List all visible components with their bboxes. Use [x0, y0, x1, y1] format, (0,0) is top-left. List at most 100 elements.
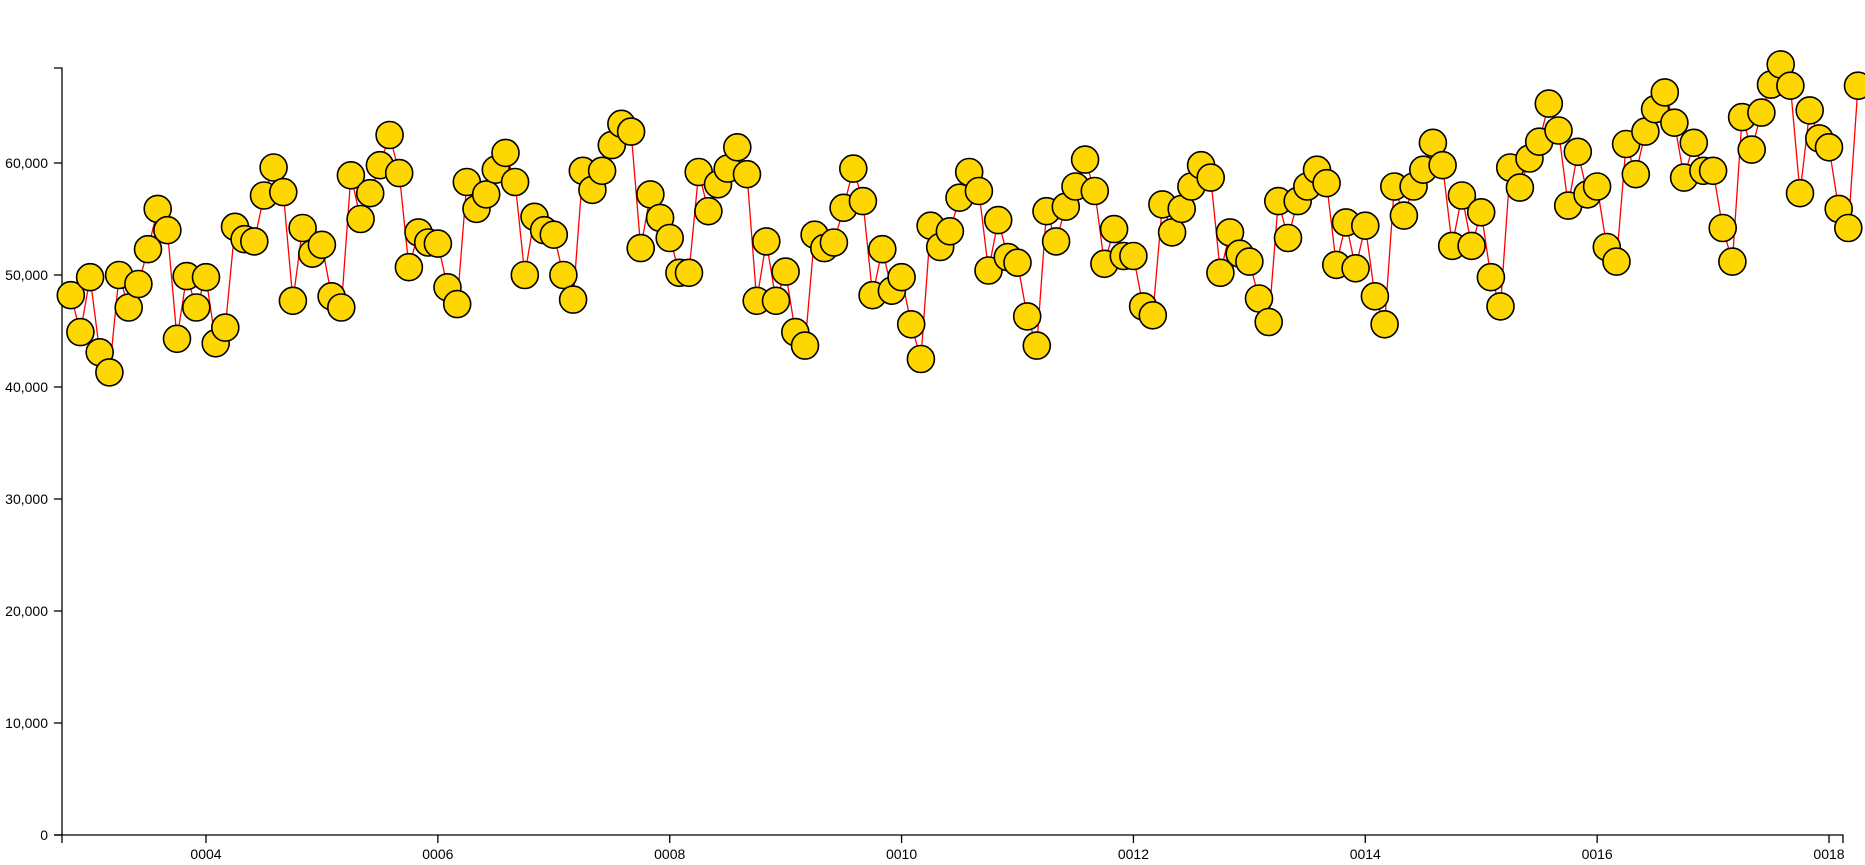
data-point — [491, 138, 520, 168]
data-point — [1650, 78, 1680, 107]
data-point — [1119, 241, 1148, 271]
data-point — [500, 167, 530, 197]
data-point — [1447, 181, 1477, 210]
data-point — [1621, 159, 1651, 189]
data-point — [848, 186, 878, 216]
data-point — [694, 196, 723, 226]
data-point — [1563, 137, 1593, 167]
data-point — [471, 180, 501, 209]
data-point — [1012, 302, 1042, 331]
x-tick-label: 0008 — [654, 846, 685, 862]
data-point — [355, 178, 385, 208]
y-axis: 0 10,000 20,000 30,000 40,000 50,000 60,000 — [5, 67, 63, 843]
x-tick-label: 0018 — [1813, 846, 1844, 862]
data-point — [384, 158, 414, 188]
data-point — [182, 293, 211, 322]
data-point — [771, 257, 800, 286]
data-point — [1534, 89, 1564, 118]
data-point — [124, 269, 153, 299]
data-point — [1795, 96, 1824, 125]
data-point — [1708, 213, 1737, 243]
data-point — [1360, 281, 1390, 311]
data-point — [1196, 163, 1225, 192]
data-point — [288, 213, 317, 243]
data-point — [1457, 231, 1486, 261]
y-tick-label: 0 — [40, 827, 48, 843]
data-point — [1476, 262, 1506, 292]
x-axis-ticks: 0004 0006 0008 0010 0012 0014 0016 0018 — [190, 835, 1845, 862]
data-point — [751, 227, 781, 256]
data-point — [1389, 201, 1419, 230]
data-point — [1814, 133, 1844, 162]
data-point — [906, 344, 936, 374]
x-tick-label: 0004 — [190, 846, 221, 862]
data-point — [1080, 176, 1110, 206]
data-point — [819, 228, 849, 257]
data-point — [587, 156, 617, 186]
data-point — [211, 313, 240, 342]
data-point — [1312, 168, 1341, 198]
data-point — [549, 260, 578, 290]
y-axis-ticks: 0 10,000 20,000 30,000 40,000 50,000 60,000 — [5, 155, 62, 843]
data-point — [278, 286, 308, 316]
data-point — [539, 220, 569, 249]
data-point — [1486, 292, 1515, 321]
data-point — [1747, 98, 1776, 127]
data-point — [66, 317, 95, 347]
data-point — [307, 230, 337, 260]
data-point — [133, 234, 163, 264]
data-point — [1785, 178, 1815, 208]
y-axis-line — [54, 67, 63, 836]
x-axis-line — [61, 834, 1844, 843]
data-point — [1428, 150, 1457, 180]
data-points — [56, 50, 1865, 387]
y-tick-label: 10,000 — [5, 715, 48, 731]
data-point — [1582, 172, 1612, 201]
data-point — [674, 258, 704, 288]
data-point — [867, 234, 897, 264]
data-point — [983, 205, 1013, 235]
data-point — [896, 309, 926, 339]
data-point — [375, 120, 404, 150]
data-point — [1776, 71, 1805, 100]
data-point — [510, 260, 540, 290]
x-tick-label: 0014 — [1350, 846, 1381, 862]
data-point — [1206, 258, 1235, 288]
x-tick-label: 0006 — [422, 846, 453, 862]
data-point — [1544, 116, 1573, 145]
data-point — [1843, 71, 1865, 100]
series-line — [70, 62, 1859, 375]
data-point — [423, 229, 453, 258]
data-point — [790, 331, 820, 360]
data-point — [1602, 247, 1631, 276]
data-point — [75, 262, 105, 292]
data-point — [162, 324, 192, 354]
data-point — [1505, 173, 1535, 202]
data-point — [1834, 213, 1863, 243]
data-point — [56, 280, 86, 310]
data-point — [1679, 128, 1709, 158]
data-point — [394, 252, 424, 282]
data-point — [838, 154, 868, 183]
y-tick-label: 40,000 — [5, 379, 48, 395]
data-point — [1099, 214, 1129, 244]
data-point — [240, 227, 269, 256]
data-point — [964, 176, 994, 206]
data-point — [1022, 331, 1052, 360]
y-tick-label: 20,000 — [5, 603, 48, 619]
data-point — [442, 289, 472, 319]
x-axis: 0004 0006 0008 0010 0012 0014 0016 0018 — [61, 834, 1845, 862]
data-point — [1041, 227, 1071, 256]
data-point — [1003, 248, 1032, 278]
data-point — [1273, 223, 1303, 253]
y-tick-label: 50,000 — [5, 267, 48, 283]
data-point — [1351, 211, 1380, 240]
y-tick-label: 30,000 — [5, 491, 48, 507]
data-point — [1660, 108, 1689, 137]
data-point — [935, 217, 965, 246]
data-point — [722, 133, 752, 162]
data-point — [1254, 307, 1283, 337]
x-tick-label: 0012 — [1118, 846, 1149, 862]
data-point — [191, 262, 221, 292]
